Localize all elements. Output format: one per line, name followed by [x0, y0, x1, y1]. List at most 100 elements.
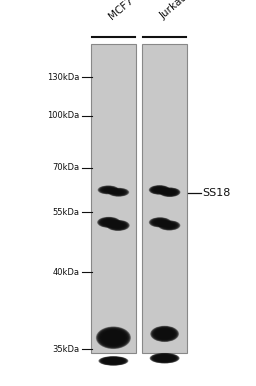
- Ellipse shape: [154, 188, 165, 192]
- Ellipse shape: [110, 222, 126, 229]
- Ellipse shape: [103, 357, 124, 364]
- Ellipse shape: [107, 220, 129, 230]
- Ellipse shape: [109, 221, 127, 230]
- Ellipse shape: [151, 353, 179, 363]
- Ellipse shape: [102, 219, 115, 225]
- Ellipse shape: [157, 356, 173, 361]
- Ellipse shape: [152, 186, 167, 193]
- Ellipse shape: [102, 219, 116, 226]
- Ellipse shape: [100, 218, 118, 227]
- Ellipse shape: [162, 189, 178, 196]
- Ellipse shape: [99, 186, 118, 194]
- Ellipse shape: [98, 185, 119, 195]
- Ellipse shape: [155, 220, 165, 224]
- Ellipse shape: [164, 190, 175, 195]
- Ellipse shape: [108, 188, 129, 196]
- Ellipse shape: [149, 185, 170, 195]
- Ellipse shape: [154, 188, 165, 192]
- Ellipse shape: [164, 190, 176, 195]
- Ellipse shape: [101, 330, 126, 345]
- Ellipse shape: [98, 217, 120, 228]
- Ellipse shape: [99, 357, 127, 365]
- Ellipse shape: [152, 218, 168, 226]
- Ellipse shape: [161, 222, 178, 229]
- Ellipse shape: [97, 327, 130, 349]
- Ellipse shape: [106, 359, 120, 363]
- Ellipse shape: [156, 355, 173, 361]
- Ellipse shape: [108, 220, 129, 230]
- Ellipse shape: [163, 223, 176, 228]
- Ellipse shape: [160, 221, 178, 230]
- Ellipse shape: [101, 187, 116, 193]
- Ellipse shape: [151, 186, 168, 194]
- Ellipse shape: [100, 218, 117, 226]
- Ellipse shape: [101, 187, 115, 193]
- Ellipse shape: [110, 222, 126, 229]
- Ellipse shape: [163, 189, 177, 195]
- Ellipse shape: [100, 186, 117, 193]
- Ellipse shape: [100, 186, 116, 193]
- Ellipse shape: [101, 218, 116, 226]
- Ellipse shape: [154, 354, 176, 362]
- Ellipse shape: [100, 218, 118, 227]
- Ellipse shape: [100, 186, 116, 193]
- Ellipse shape: [151, 326, 178, 342]
- Ellipse shape: [98, 186, 119, 194]
- Ellipse shape: [99, 186, 118, 194]
- Ellipse shape: [101, 187, 115, 193]
- Ellipse shape: [106, 359, 120, 363]
- Ellipse shape: [153, 219, 167, 225]
- Ellipse shape: [161, 188, 178, 196]
- Ellipse shape: [151, 354, 178, 363]
- Ellipse shape: [152, 187, 167, 193]
- Ellipse shape: [103, 357, 124, 364]
- Ellipse shape: [152, 187, 167, 193]
- Ellipse shape: [154, 220, 166, 225]
- Ellipse shape: [152, 219, 168, 226]
- Ellipse shape: [101, 219, 116, 226]
- Ellipse shape: [159, 221, 179, 230]
- Ellipse shape: [103, 331, 123, 344]
- Ellipse shape: [153, 327, 176, 340]
- Ellipse shape: [155, 328, 175, 340]
- Ellipse shape: [153, 187, 166, 193]
- Ellipse shape: [112, 223, 124, 228]
- Text: 40kDa: 40kDa: [52, 267, 79, 277]
- Ellipse shape: [158, 330, 171, 338]
- Ellipse shape: [154, 355, 175, 362]
- Ellipse shape: [107, 359, 120, 363]
- Ellipse shape: [163, 222, 176, 229]
- Ellipse shape: [102, 357, 125, 365]
- Ellipse shape: [97, 217, 121, 228]
- Ellipse shape: [154, 187, 165, 193]
- Ellipse shape: [158, 220, 180, 230]
- Ellipse shape: [150, 353, 179, 363]
- Ellipse shape: [99, 328, 128, 347]
- Ellipse shape: [153, 327, 177, 341]
- Ellipse shape: [157, 329, 173, 339]
- Ellipse shape: [106, 220, 130, 231]
- Ellipse shape: [162, 222, 176, 229]
- Ellipse shape: [103, 220, 114, 225]
- Ellipse shape: [157, 356, 172, 361]
- Ellipse shape: [110, 189, 127, 196]
- Ellipse shape: [164, 190, 176, 195]
- Ellipse shape: [153, 354, 176, 362]
- Ellipse shape: [151, 326, 178, 342]
- Ellipse shape: [100, 186, 117, 193]
- Ellipse shape: [98, 186, 118, 194]
- Ellipse shape: [101, 330, 125, 345]
- Ellipse shape: [99, 218, 119, 227]
- Ellipse shape: [153, 187, 166, 193]
- Ellipse shape: [154, 328, 175, 340]
- Ellipse shape: [159, 221, 179, 230]
- Ellipse shape: [97, 217, 120, 228]
- Ellipse shape: [164, 190, 175, 195]
- Ellipse shape: [158, 330, 171, 337]
- Ellipse shape: [97, 327, 130, 348]
- Ellipse shape: [105, 332, 122, 343]
- Ellipse shape: [150, 186, 169, 194]
- Ellipse shape: [101, 357, 126, 365]
- Ellipse shape: [103, 358, 123, 364]
- Ellipse shape: [107, 220, 129, 231]
